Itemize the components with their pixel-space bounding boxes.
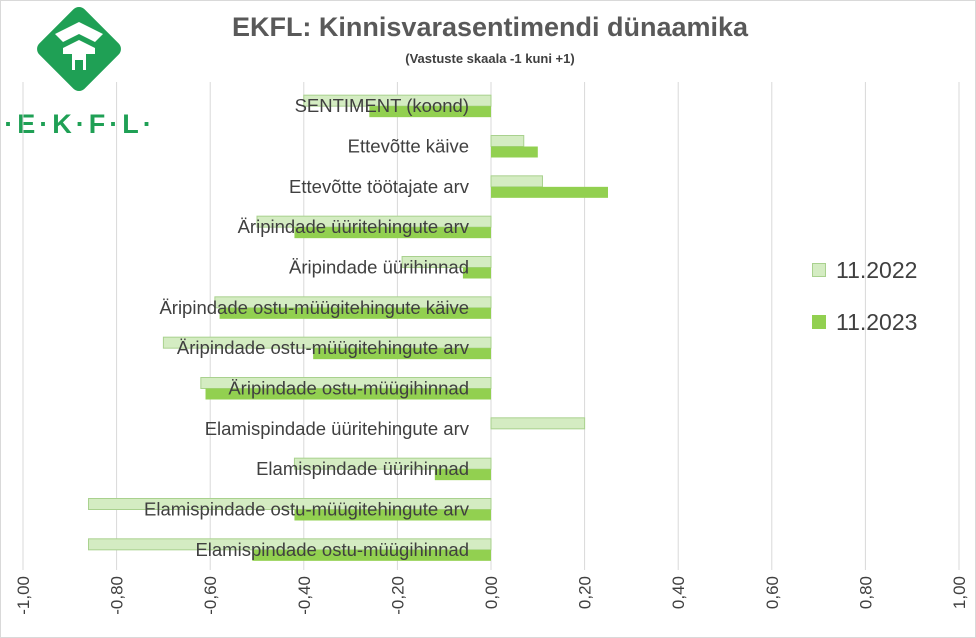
category-label-5: Äripindade ostu-müügitehingute käive [159, 297, 469, 318]
category-label-6: Äripindade ostu-müügitehingute arv [177, 337, 470, 358]
bar-2022-9 [293, 457, 492, 470]
category-label-1: Ettevõtte käive [348, 136, 469, 157]
x-tick-label-1: -0,80 [108, 576, 127, 615]
bar-2023-1 [491, 146, 538, 158]
category-label-11: Elamispindade ostu-müügihinnad [195, 539, 469, 560]
x-tick-label-8: 0,60 [763, 576, 782, 609]
category-label-10: Elamispindade ostu-müügitehingute arv [144, 499, 470, 520]
bar-2023-2 [491, 186, 608, 198]
bar-2023-9 [434, 469, 491, 481]
legend-label-2022: 11.2022 [836, 256, 918, 283]
bar-2023-7 [205, 388, 491, 400]
legend-swatch-2022 [812, 263, 826, 277]
chart-subtitle: (Vastuste skaala -1 kuni +1) [405, 51, 575, 66]
bar-2022-1 [490, 135, 525, 147]
bar-2023-10 [294, 509, 491, 521]
legend-label-2023: 11.2023 [836, 308, 918, 335]
bar-2023-0 [369, 106, 491, 118]
x-tick-label-9: 0,80 [856, 576, 875, 609]
x-tick-label-2: -0,60 [201, 576, 220, 615]
bar-2023-6 [313, 348, 491, 360]
bar-2023-5 [219, 307, 491, 319]
category-label-8: Elamispindade üüritehingute arv [205, 418, 470, 439]
bar-2022-2 [490, 175, 543, 188]
logo-diamond-icon [37, 7, 121, 91]
bar-2023-11 [252, 549, 491, 561]
x-tick-label-10: 1,00 [950, 576, 969, 609]
chart-title: EKFL: Kinnisvarasentimendi dünaamika [231, 12, 749, 42]
x-tick-label-0: -1,00 [14, 576, 33, 615]
category-label-9: Elamispindade üürihinnad [256, 458, 469, 479]
category-label-7: Äripindade ostu-müügihinnad [228, 378, 469, 399]
ekfl-logo: ·E·K·F·L· [4, 7, 155, 139]
x-tick-label-7: 0,40 [669, 576, 688, 609]
category-label-0: SENTIMENT (koond) [295, 95, 469, 116]
bar-2023-3 [294, 227, 491, 239]
x-tick-label-3: -0,40 [295, 576, 314, 615]
bar-2022-10 [88, 498, 492, 510]
bar-2023-4 [462, 267, 491, 279]
legend-item-2022: 11.2022 [812, 244, 917, 296]
chart-legend: 11.2022 11.2023 [812, 244, 917, 348]
x-tick-label-6: 0,20 [576, 576, 595, 609]
logo-text: ·E·K·F·L· [4, 109, 155, 139]
category-label-4: Äripindade üürihinnad [289, 257, 469, 278]
bar-2022-4 [401, 256, 492, 268]
x-tick-label-4: -0,20 [388, 576, 407, 615]
x-tick-label-5: 0,00 [482, 576, 501, 609]
category-label-3: Äripindade üüritehingute arv [238, 216, 470, 237]
bar-2022-8 [490, 417, 586, 430]
legend-item-2023: 11.2023 [812, 296, 917, 348]
category-label-2: Ettevõtte töötajate arv [289, 176, 470, 197]
legend-swatch-2023 [812, 315, 826, 329]
